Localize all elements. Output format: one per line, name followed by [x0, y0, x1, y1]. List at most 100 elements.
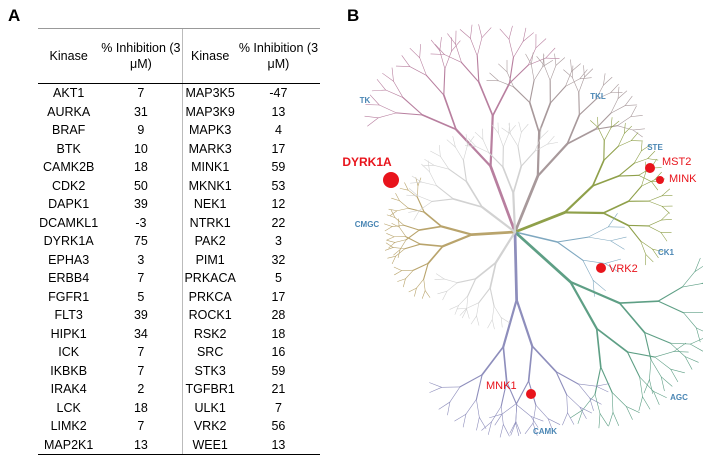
tree-branch	[641, 179, 655, 187]
tree-branch	[391, 224, 405, 227]
tree-branch	[466, 302, 480, 309]
tree-branch	[418, 225, 443, 231]
tree-branch	[530, 416, 539, 428]
tree-branch	[657, 300, 685, 314]
tree-branch	[630, 106, 637, 117]
tree-branch	[572, 77, 580, 93]
tree-branch	[649, 379, 653, 394]
tree-branch	[447, 401, 451, 416]
tree-branch	[421, 181, 437, 186]
group-label: CK1	[658, 248, 675, 257]
tree-branch	[398, 226, 407, 238]
tree-branch	[395, 248, 406, 257]
tree-branch	[611, 392, 614, 413]
tree-branch	[572, 65, 574, 78]
tree-branch	[594, 393, 601, 414]
tree-branch	[464, 145, 477, 147]
tree-branch	[648, 200, 663, 207]
tree-branch	[670, 368, 679, 383]
tree-branch	[595, 92, 611, 100]
tree-branch	[512, 86, 531, 104]
tree-branch	[638, 175, 652, 182]
tree-branch	[391, 197, 400, 202]
table-cell: 12	[271, 197, 286, 212]
tree-branch	[518, 121, 522, 133]
tree-branch	[587, 236, 611, 242]
table-cell: SRC	[182, 343, 237, 362]
table-row: DAPK1 39 NEK1 12	[38, 195, 320, 214]
tree-branch	[599, 413, 609, 426]
tree-branch	[494, 413, 503, 426]
tree-branch	[465, 180, 483, 208]
tree-branch	[625, 406, 633, 420]
tree-branch	[394, 239, 407, 243]
table-cell: CAMK2B	[42, 160, 95, 175]
column-header: % Inhibition (3 μM)	[236, 28, 320, 84]
tree-branch	[660, 376, 665, 392]
table-cell: BTK	[56, 141, 81, 156]
tree-branch	[547, 418, 554, 432]
group-label: CMGC	[355, 220, 380, 229]
tree-branch	[446, 139, 456, 148]
table-row: FGFR1 5 PRKCA 17	[38, 287, 320, 306]
tree-branch	[657, 286, 683, 302]
tree-branch	[579, 406, 587, 419]
table-cell: ULK1	[182, 398, 237, 417]
tree-branch	[425, 74, 445, 96]
tree-branch	[419, 57, 427, 76]
table-row: EPHA3 3 PIM1 32	[38, 250, 320, 269]
tree-branch	[563, 211, 605, 215]
table-cell: 3	[137, 252, 145, 267]
tree-branch	[482, 139, 490, 153]
tree-branch	[638, 396, 643, 412]
tree-branch	[532, 422, 538, 436]
tree-branch	[409, 66, 427, 76]
inhibition-table: Kinase% Inhibition (3 μM) Kinase% Inhibit…	[38, 28, 320, 455]
table-cell: TGFBR1	[182, 380, 237, 399]
tree-branch	[640, 240, 653, 250]
tree-branch	[440, 156, 450, 170]
tree-branch	[416, 196, 425, 213]
tree-branch	[377, 112, 397, 119]
table-cell: DYRK1A	[43, 234, 94, 249]
tree-branch	[627, 185, 643, 202]
tree-branch	[673, 351, 689, 353]
table-cell: 31	[133, 104, 148, 119]
table-cell: 3	[274, 234, 282, 249]
tree-branch	[654, 171, 662, 181]
tree-branch	[498, 132, 504, 148]
tree-branch	[556, 241, 584, 261]
table-cell: AKT1	[53, 86, 85, 101]
tree-branch	[449, 305, 459, 310]
tree-branch	[650, 359, 662, 378]
tree-branch	[640, 240, 647, 255]
tree-branch	[476, 417, 480, 431]
tree-branch	[451, 40, 461, 52]
table-cell: LCK	[56, 400, 81, 415]
table-cell: 10	[133, 141, 148, 156]
tree-branch	[403, 278, 406, 288]
tree-branch	[489, 114, 494, 168]
tree-branch	[481, 345, 505, 376]
tree-branch	[534, 137, 541, 152]
tree-branch	[476, 315, 480, 326]
tree-branch	[534, 143, 548, 152]
tree-branch	[618, 174, 640, 177]
tree-branch	[454, 413, 467, 422]
tree-branch	[632, 128, 645, 131]
tree-branch	[513, 174, 540, 234]
table-row: HIPK1 34 RSK2 18	[38, 324, 320, 343]
tree-branch	[661, 205, 670, 214]
tree-branch	[391, 255, 397, 265]
table-cell: 18	[271, 326, 286, 341]
tree-branch	[393, 249, 401, 256]
tree-branch	[554, 53, 557, 66]
tree-branch	[524, 422, 534, 434]
table-cell: 32	[271, 252, 286, 267]
tree-branch	[590, 120, 599, 128]
tree-branch	[470, 24, 473, 39]
tree-branch	[421, 290, 426, 299]
tree-branch	[654, 356, 671, 370]
table-row: BRAF 9 MAPK3 4	[38, 121, 320, 140]
tree-branch	[424, 290, 431, 298]
